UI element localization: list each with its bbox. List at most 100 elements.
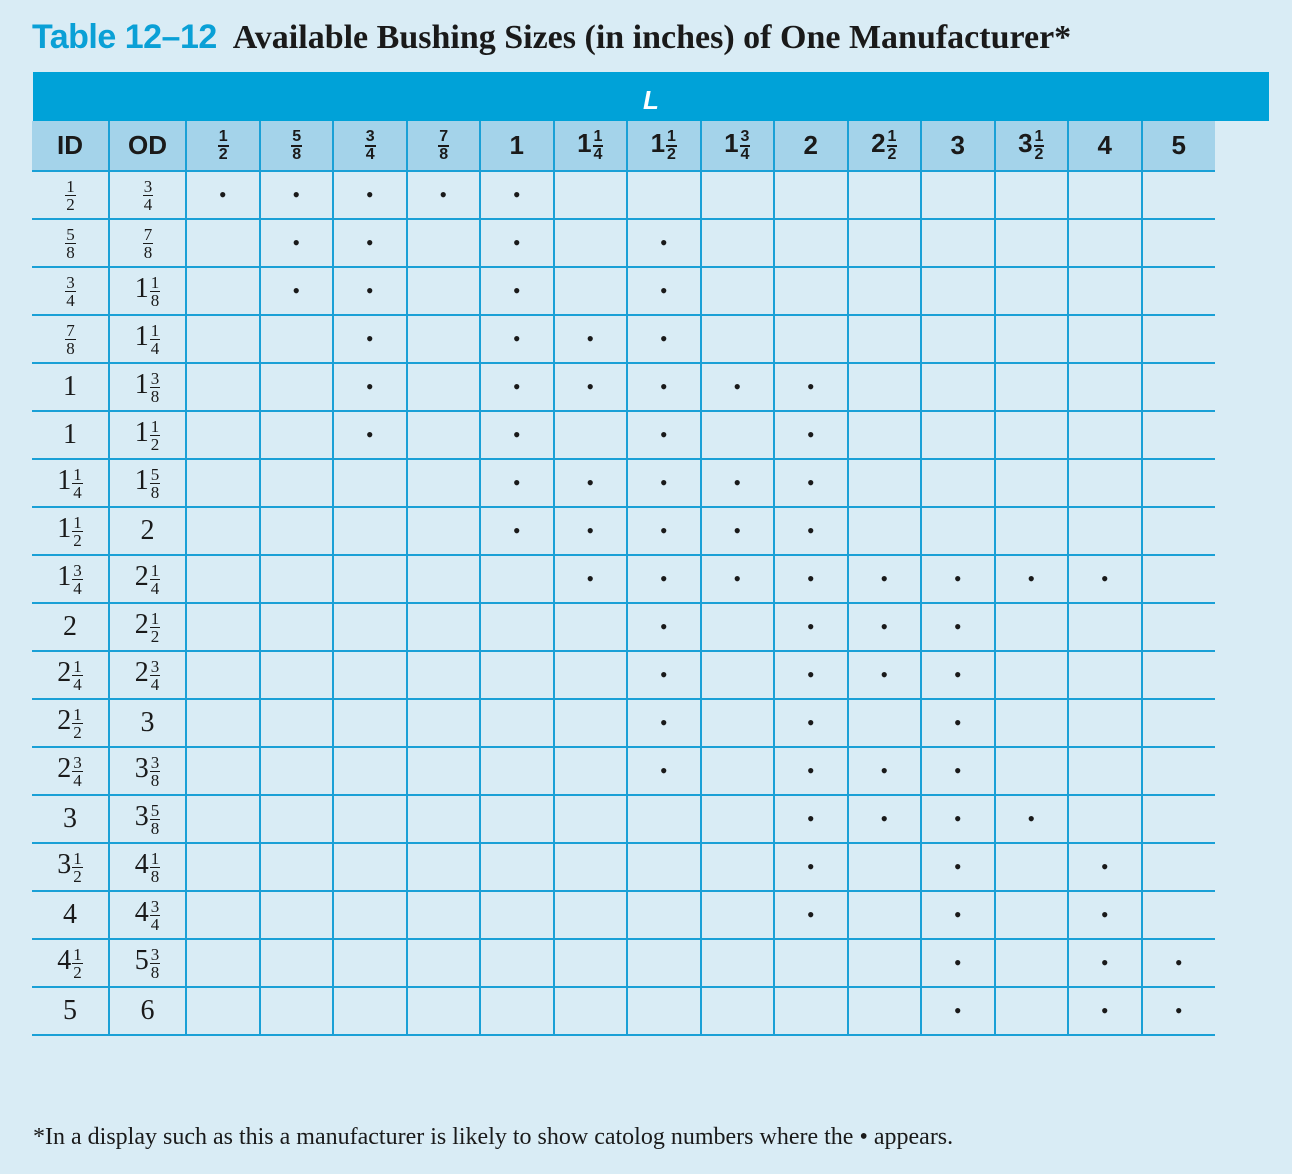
cell-length — [258, 938, 334, 988]
cell-length — [552, 890, 628, 940]
cell-length — [1140, 842, 1215, 892]
cell-od: 3 — [108, 698, 187, 748]
availability-dot: • — [953, 757, 962, 783]
cell-length — [773, 314, 849, 364]
cell-length: • — [552, 314, 628, 364]
availability-dot: • — [512, 517, 521, 543]
cell-length: • — [479, 266, 555, 316]
cell-length — [1067, 602, 1143, 652]
cell-length: • — [920, 938, 996, 988]
cell-length: • — [479, 458, 555, 508]
cell-length — [258, 602, 334, 652]
availability-dot: • — [659, 325, 668, 351]
cell-length — [1067, 794, 1143, 844]
cell-length: • — [626, 698, 702, 748]
cell-length — [185, 842, 261, 892]
availability-dot: • — [733, 373, 742, 399]
cell-length: • — [258, 266, 334, 316]
availability-dot: • — [806, 517, 815, 543]
cell-length — [405, 506, 481, 556]
cell-length: • — [699, 554, 775, 604]
cell-length: • — [920, 794, 996, 844]
cell-length — [1140, 314, 1215, 364]
availability-dot: • — [512, 421, 521, 447]
cell-length — [405, 314, 481, 364]
cell-length — [332, 842, 408, 892]
cell-length: • — [846, 746, 922, 796]
cell-length — [479, 938, 555, 988]
availability-dot: • — [659, 517, 668, 543]
cell-od: 2 — [108, 506, 187, 556]
availability-dot: • — [880, 757, 889, 783]
table-row: 2 1 2 3 • • • — [32, 698, 1215, 748]
footnote: *In a display such as this a manufacture… — [33, 1124, 954, 1150]
cell-length — [920, 362, 996, 412]
cell-length — [626, 842, 702, 892]
availability-dot: • — [1027, 565, 1036, 591]
cell-length — [258, 506, 334, 556]
cell-length — [993, 746, 1069, 796]
availability-dot: • — [218, 181, 227, 207]
cell-length: • — [479, 362, 555, 412]
cell-length — [920, 314, 996, 364]
cell-length — [405, 410, 481, 460]
cell-length — [1140, 458, 1215, 508]
cell-length — [846, 458, 922, 508]
cell-length: • — [332, 410, 408, 460]
availability-dot: • — [659, 709, 668, 735]
cell-length: • — [920, 986, 996, 1036]
cell-length — [332, 890, 408, 940]
availability-dot: • — [512, 469, 521, 495]
availability-dot: • — [733, 469, 742, 495]
cell-length — [479, 986, 555, 1036]
cell-length: • — [846, 650, 922, 700]
cell-length: • — [626, 746, 702, 796]
cell-length — [1140, 170, 1215, 220]
cell-length — [332, 458, 408, 508]
length-group-header: L — [33, 72, 1269, 121]
cell-id: 1 — [32, 362, 110, 412]
cell-length — [405, 218, 481, 268]
cell-length — [332, 746, 408, 796]
availability-dot: • — [512, 325, 521, 351]
cell-length — [258, 890, 334, 940]
table-row: 2 2 1 2 • • • • — [32, 602, 1215, 652]
cell-length — [773, 986, 849, 1036]
table-row: 2 1 4 2 3 4 • • • • — [32, 650, 1215, 700]
cell-length: • — [479, 410, 555, 460]
availability-dot: • — [953, 565, 962, 591]
cell-length — [846, 986, 922, 1036]
cell-length: • — [332, 218, 408, 268]
cell-length: • — [920, 698, 996, 748]
availability-dot: • — [953, 805, 962, 831]
cell-length — [405, 842, 481, 892]
cell-length — [699, 314, 775, 364]
availability-dot: • — [880, 661, 889, 687]
table-row: 5 8 7 8 • • • • — [32, 218, 1215, 268]
column-header-length: 4 — [1067, 121, 1143, 172]
availability-dot: • — [1100, 901, 1109, 927]
availability-dot: • — [365, 373, 374, 399]
availability-dot: • — [806, 853, 815, 879]
cell-id: 4 — [32, 890, 110, 940]
availability-dot: • — [1027, 805, 1036, 831]
cell-length: • — [1067, 890, 1143, 940]
availability-dot: • — [953, 709, 962, 735]
cell-length — [699, 602, 775, 652]
cell-length — [1140, 794, 1215, 844]
cell-length — [552, 266, 628, 316]
cell-length: • — [185, 170, 261, 220]
cell-length — [846, 362, 922, 412]
